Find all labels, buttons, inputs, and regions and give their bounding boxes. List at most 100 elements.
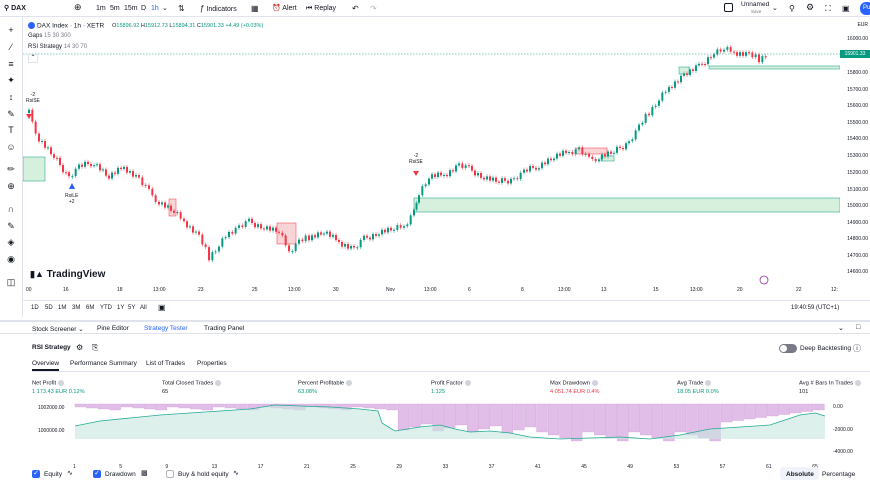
drawdown-checkbox[interactable]: ✓ [93, 470, 101, 478]
price-chart-canvas[interactable] [23, 17, 840, 299]
time-axis[interactable]: 00 16 18 13:00 23 25 13:00 30 Nov 13:00 6 8 13:00 13 1… [23, 286, 840, 299]
tab-overview[interactable]: Overview [32, 360, 60, 367]
symbol-search[interactable]: ⚲ DAX [4, 5, 26, 12]
equity-chart[interactable]: 1002000.00 1000000.00 0.00 -2000.00 -4000.00… [0, 401, 870, 476]
legend-title[interactable]: DAX Index · 1h · XETR [36, 22, 105, 30]
range-all[interactable]: All [140, 305, 147, 311]
buy-hold-checkbox[interactable] [166, 470, 174, 478]
drawdown-bar [374, 403, 387, 410]
emoji-icon[interactable]: ☺ [6, 142, 16, 152]
chevron-down-icon[interactable]: ⌄ [772, 5, 778, 12]
tab-pine-editor[interactable]: Pine Editor [97, 325, 129, 332]
gear-icon[interactable]: ⚙ [806, 2, 815, 12]
tab-performance-summary[interactable]: Performance Summary [70, 360, 137, 367]
range-6m[interactable]: 6M [86, 305, 95, 311]
range-3m[interactable]: 3M [72, 305, 81, 311]
buy-hold-label[interactable]: Buy & hold equity [178, 471, 229, 478]
candle [406, 224, 409, 227]
lock-icon[interactable]: ◈ [7, 237, 15, 247]
candle [761, 56, 764, 63]
chevron-down-icon[interactable]: ⌄ [162, 5, 168, 12]
tab-trading-panel[interactable]: Trading Panel [204, 325, 245, 332]
eye-icon[interactable]: ◉ [7, 254, 15, 264]
currency-label[interactable]: EUR [857, 22, 868, 28]
candle [486, 176, 488, 180]
publish-button[interactable]: Pu [860, 2, 870, 15]
zoom-in-icon[interactable]: ⊕ [7, 181, 15, 191]
range-5y[interactable]: 5Y [128, 305, 136, 311]
add-symbol-icon[interactable]: ⊕ [74, 2, 82, 12]
equity-checkbox[interactable]: ✓ [32, 470, 40, 478]
undo-icon[interactable]: ↶ [352, 4, 359, 13]
layout-name[interactable]: Unnamed [741, 1, 770, 8]
candle [415, 202, 418, 210]
candle [541, 162, 543, 169]
drawdown-bar [363, 403, 375, 409]
candle [114, 172, 116, 174]
magnet-icon[interactable]: ∩ [7, 204, 15, 214]
interval-d[interactable]: D [141, 5, 147, 12]
indicator-legend-rsi[interactable]: RSI Strategy 14 30 70 [28, 44, 88, 50]
interval-15m[interactable]: 15m [124, 5, 138, 12]
prediction-icon[interactable]: ↕ [8, 92, 14, 102]
text-icon[interactable]: T [8, 125, 14, 135]
candle [504, 178, 506, 181]
collapse-panel-icon[interactable]: ⌄ [838, 325, 844, 332]
candle [144, 184, 147, 186]
candle [480, 173, 482, 178]
tab-list-of-trades[interactable]: List of Trades [146, 360, 186, 367]
equity-label[interactable]: Equity [44, 471, 63, 478]
range-5d[interactable]: 5D [45, 305, 53, 311]
pattern-icon[interactable]: ✦ [7, 75, 15, 85]
candle [443, 175, 445, 176]
camera-icon[interactable]: ▣ [842, 4, 850, 13]
replay-button[interactable]: ⏮ Replay [306, 5, 337, 12]
candle [257, 224, 259, 228]
calendar-icon[interactable]: ▣ [158, 303, 166, 312]
price-axis[interactable]: EUR 16000.0015900.0015800.0015700.001560… [840, 17, 870, 299]
interval-1m[interactable]: 1m [96, 5, 106, 12]
tab-strategy-tester[interactable]: Strategy Tester [144, 325, 188, 332]
tab-properties[interactable]: Properties [197, 360, 227, 367]
price-chart[interactable]: DAX Index · 1h · XETR O15896.92 H15912.7… [23, 17, 840, 299]
indicators-button[interactable]: ƒ Indicators [200, 4, 237, 13]
trash-icon[interactable]: ◫ [6, 277, 16, 287]
clock-display[interactable]: 19:40:59 (UTC+1) [791, 305, 840, 311]
fib-retracement-icon[interactable]: ≡ [8, 59, 14, 69]
fullscreen-checkbox[interactable] [724, 3, 733, 12]
fullscreen-icon[interactable]: ⛶ [825, 4, 831, 13]
tab-stock-screener[interactable]: Stock Screener ⌄ [32, 326, 84, 333]
indicator-legend-gaps[interactable]: Gaps 15 30 300 [28, 33, 71, 39]
candle [736, 52, 738, 56]
strategy-tester: RSI Strategy ⚙ ⎘ Deep Backtesting ⓘ Over… [0, 335, 870, 486]
interval-1h[interactable]: 1h [151, 5, 159, 12]
crosshair-icon[interactable]: + [8, 25, 14, 35]
alert-button[interactable]: ⏰ Alert [272, 5, 297, 12]
percentage-button[interactable]: Percentage [822, 471, 856, 478]
info-icon[interactable]: ⓘ [853, 344, 861, 353]
deep-backtesting-toggle[interactable] [779, 344, 797, 353]
candle [224, 237, 227, 239]
range-1d[interactable]: 1D [31, 305, 39, 311]
collapse-legend-icon[interactable]: ⌃ [28, 54, 38, 63]
ruler-icon[interactable]: ✏ [7, 164, 15, 174]
lock-drawing-icon[interactable]: ✎ [7, 221, 15, 231]
drawdown-bar [132, 403, 144, 409]
settings-icon[interactable]: ⚙ [76, 343, 84, 352]
maximize-panel-icon[interactable]: □ [856, 324, 861, 331]
range-ytd[interactable]: YTD [100, 305, 112, 311]
drawdown-label[interactable]: Drawdown [105, 471, 136, 478]
range-1m[interactable]: 1M [58, 305, 67, 311]
tradingview-watermark[interactable]: ▮▲ TradingView [30, 269, 106, 280]
quick-search-icon[interactable]: ⚲ [789, 4, 795, 13]
candle [764, 56, 767, 58]
range-1y[interactable]: 1Y [117, 305, 125, 311]
brush-icon[interactable]: ✎ [7, 109, 15, 119]
trend-line-icon[interactable]: ∕ [10, 42, 12, 52]
interval-5m[interactable]: 5m [110, 5, 120, 12]
absolute-button[interactable] [780, 467, 819, 480]
source-code-icon[interactable]: ⎘ [92, 343, 99, 352]
redo-icon[interactable]: ↷ [370, 4, 377, 13]
templates-icon[interactable]: ▦ [251, 4, 259, 13]
bars-style-icon[interactable]: ⇅ [178, 4, 185, 13]
